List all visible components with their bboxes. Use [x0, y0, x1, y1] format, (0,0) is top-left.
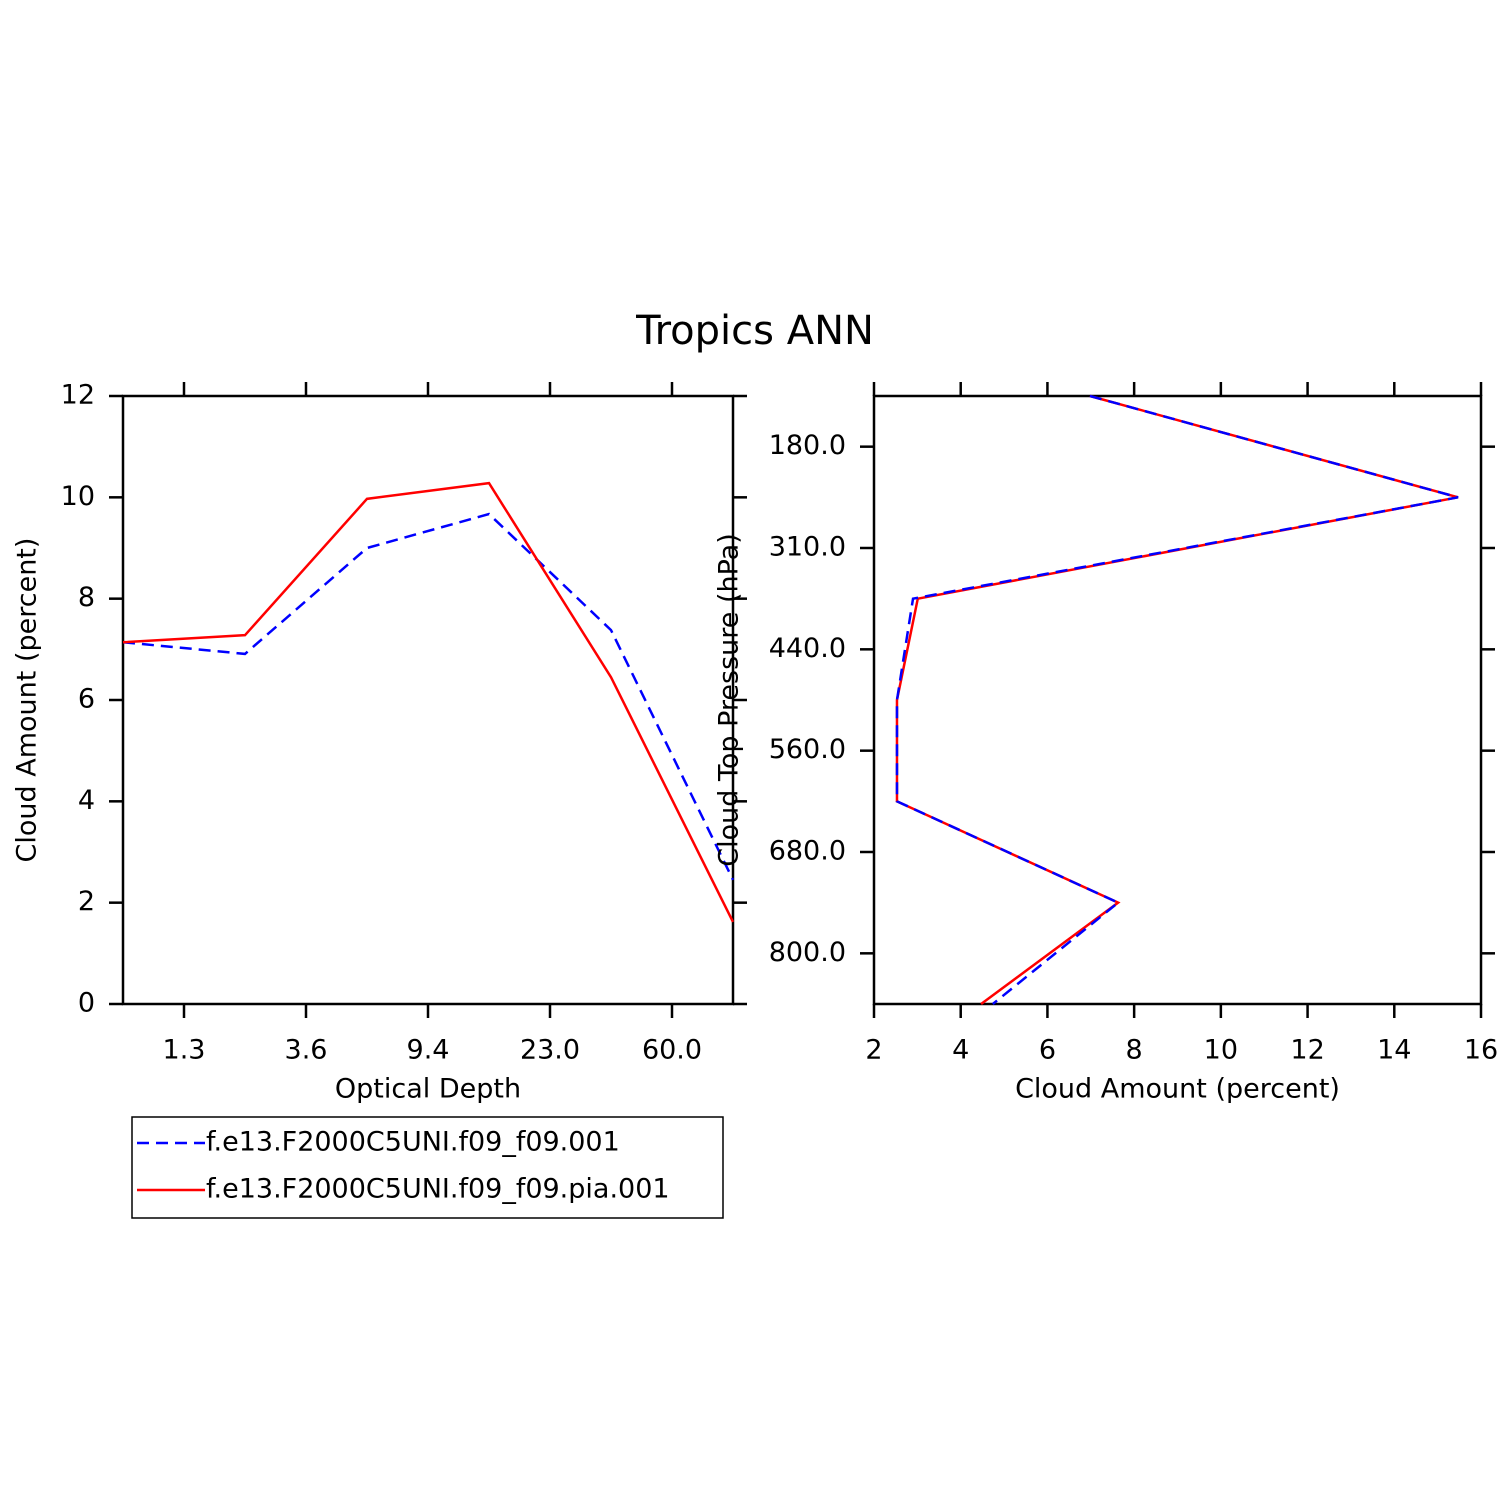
- x-axis-label: Cloud Amount (percent): [1015, 1074, 1340, 1105]
- y-tick-label: 310.0: [769, 532, 846, 563]
- series-line: [895, 394, 1459, 1005]
- y-tick-label: 680.0: [769, 836, 846, 867]
- legend-box: [131, 1116, 724, 1219]
- x-tick-label: 60.0: [642, 1035, 702, 1066]
- y-tick-label: 4: [78, 785, 95, 816]
- y-axis-label: Cloud Top Pressure (hPa): [714, 533, 745, 867]
- series-line: [122, 512, 735, 881]
- series-line: [122, 481, 735, 923]
- x-tick-label: 6: [1039, 1035, 1056, 1066]
- legend-label: f.e13.F2000C5UNI.f09_f09.pia.001: [206, 1174, 670, 1205]
- plot-frame: [872, 394, 1483, 1006]
- x-tick-label: 2: [865, 1035, 882, 1066]
- x-tick-label: 23.0: [520, 1035, 580, 1066]
- x-axis-label: Optical Depth: [335, 1074, 521, 1105]
- plot-frame: [121, 394, 735, 1006]
- y-tick-label: 10: [61, 481, 95, 512]
- x-tick-label: 4: [952, 1035, 969, 1066]
- x-tick-label: 12: [1290, 1035, 1324, 1066]
- x-tick-label: 1.3: [163, 1035, 206, 1066]
- y-tick-label: 180.0: [769, 430, 846, 461]
- y-axis-label: Cloud Amount (percent): [12, 538, 43, 863]
- y-tick-label: 8: [78, 582, 95, 613]
- chart-title: Tropics ANN: [635, 308, 874, 354]
- y-tick-label: 6: [78, 684, 95, 715]
- y-tick-label: 800.0: [769, 937, 846, 968]
- x-tick-label: 9.4: [407, 1035, 450, 1066]
- y-tick-label: 0: [78, 988, 95, 1019]
- x-tick-label: 10: [1204, 1035, 1238, 1066]
- y-tick-label: 12: [61, 380, 95, 411]
- legend-label: f.e13.F2000C5UNI.f09_f09.001: [206, 1127, 620, 1158]
- series-line: [895, 394, 1459, 1006]
- x-tick-label: 16: [1464, 1035, 1498, 1066]
- y-tick-label: 560.0: [769, 734, 846, 765]
- x-tick-label: 8: [1126, 1035, 1143, 1066]
- x-tick-label: 14: [1377, 1035, 1411, 1066]
- x-tick-label: 3.6: [285, 1035, 328, 1066]
- y-tick-label: 2: [78, 886, 95, 917]
- y-tick-label: 440.0: [769, 633, 846, 664]
